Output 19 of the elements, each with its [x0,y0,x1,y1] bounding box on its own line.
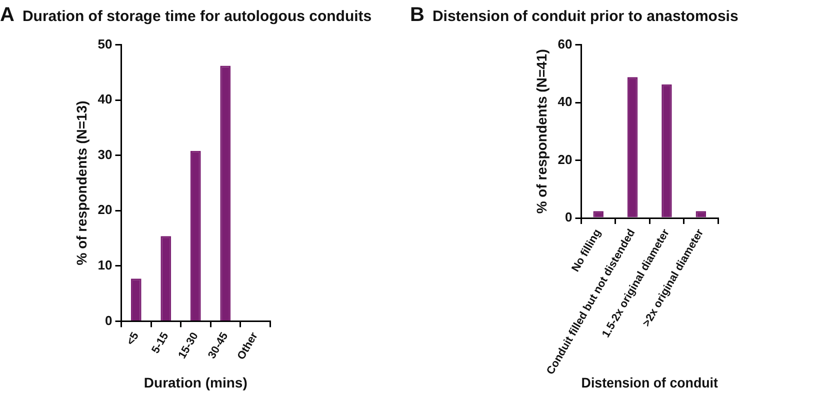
y-axis-title: % of respondents (N=13) [73,100,90,266]
y-tick-label: 30 [98,146,112,162]
chart-title: Distension of conduit prior to anastomosis [432,8,738,25]
chart-title: Duration of storage time for autologous conduits [22,8,372,25]
y-tick-label: 40 [558,94,572,110]
y-tick-label: 20 [558,152,572,167]
y-tick-label: 50 [98,36,112,52]
y-tick-label: 0 [105,312,112,328]
y-tick-label: 60 [558,36,572,52]
y-tick-label: 10 [98,257,112,272]
text: A [0,4,14,26]
text: B [410,4,424,26]
y-axis-title: % of respondents (N=41) [533,49,550,214]
x-tick-label: <5 [124,330,142,348]
x-axis-title: Duration (mins) [144,374,248,390]
y-tick-label: 40 [98,92,112,107]
y-tick-label: 0 [565,210,572,225]
y-tick-label: 20 [98,202,112,218]
x-axis-title: Distension of conduit [581,375,718,391]
